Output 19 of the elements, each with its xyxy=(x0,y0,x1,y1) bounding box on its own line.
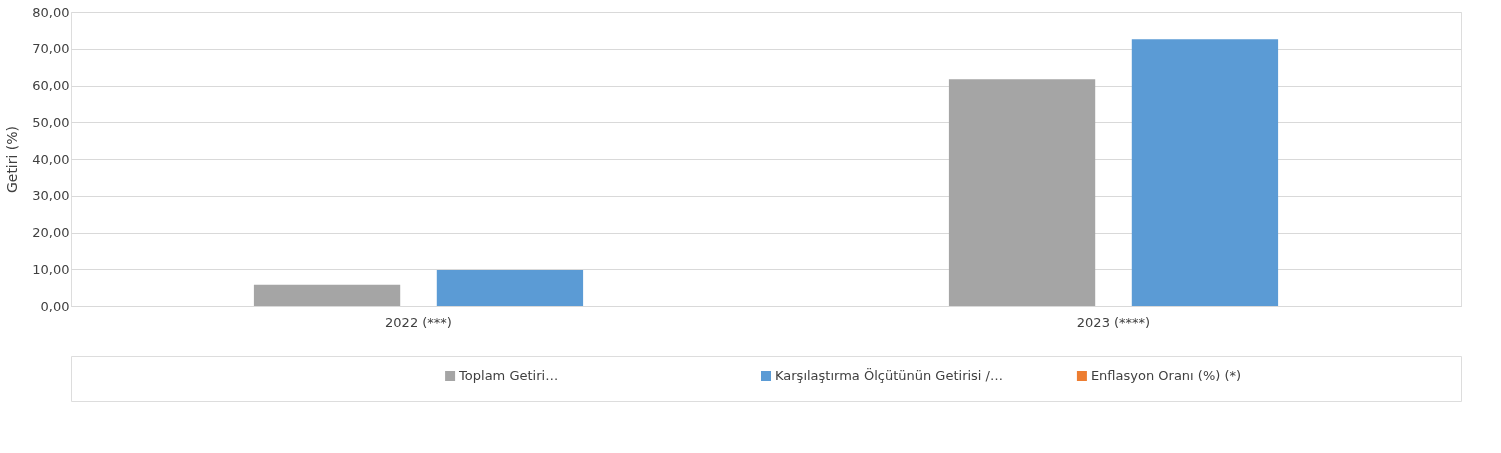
y-tick-label: 10,00 xyxy=(32,261,70,277)
bar xyxy=(948,79,1096,306)
y-tick-label: 30,00 xyxy=(32,188,70,204)
y-tick-label: 40,00 xyxy=(32,151,70,167)
legend-label: Toplam Getiri… xyxy=(458,368,559,383)
legend-label: Enflasyon Oranı (%) (*) xyxy=(1090,368,1242,383)
bar xyxy=(436,269,584,306)
y-axis-title: Getiri (%) xyxy=(4,125,21,194)
y-tick-label: 60,00 xyxy=(32,78,70,93)
bar xyxy=(253,284,401,306)
legend-label: Karşılaştırma Ölçütünün Getirisi /… xyxy=(775,367,1003,383)
x-tick-label: 2023 (****) xyxy=(1076,314,1151,330)
y-tick-label: 0,00 xyxy=(40,298,70,314)
y-tick-label: 70,00 xyxy=(32,41,70,57)
y-tick-label: 20,00 xyxy=(32,225,70,240)
x-tick-label: 2022 (***) xyxy=(385,314,452,330)
y-tick-label: 80,00 xyxy=(32,4,70,20)
bar xyxy=(1131,39,1279,306)
y-tick-label: 50,00 xyxy=(32,114,70,130)
